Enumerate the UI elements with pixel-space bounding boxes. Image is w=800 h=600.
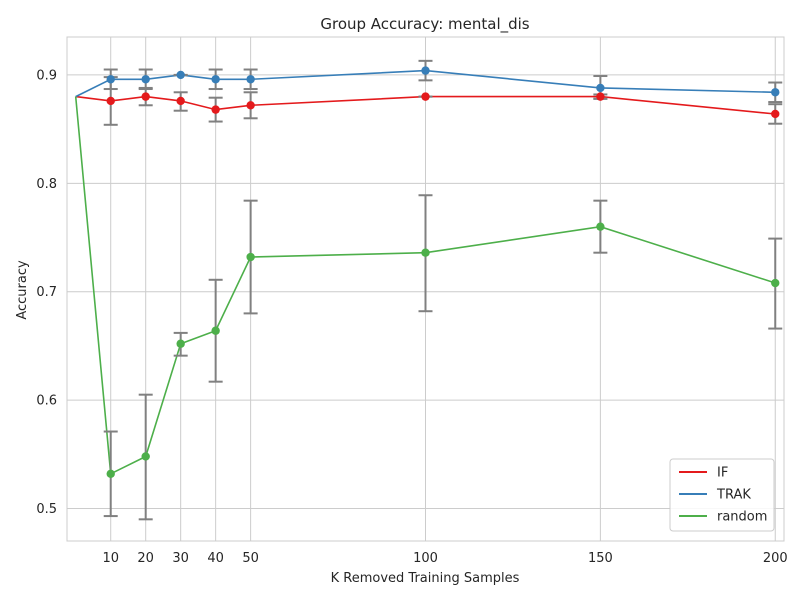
chart-title: Group Accuracy: mental_dis	[320, 15, 529, 34]
data-point-random	[596, 222, 605, 231]
marker-layer	[106, 66, 780, 478]
data-point-if	[176, 96, 185, 106]
y-tick-label: 0.7	[36, 285, 57, 300]
data-point-if	[106, 96, 115, 106]
legend-label-random: random	[717, 510, 767, 525]
data-point-trak	[176, 70, 185, 80]
data-point-if	[141, 92, 150, 101]
y-tick-label: 0.6	[36, 394, 57, 409]
data-point-trak	[421, 66, 430, 75]
data-point-trak	[596, 83, 605, 93]
data-point-random	[771, 278, 780, 288]
legend-box	[669, 458, 775, 532]
y-axis-ticks: 0.5 0.6 0.7 0.8 0.9	[36, 68, 57, 517]
x-tick-label: 150	[588, 551, 613, 566]
data-point-random	[106, 469, 115, 478]
y-axis-label: Accuracy	[15, 260, 30, 320]
x-axis-ticks: 10 20 30 40 50 100 150 200	[102, 551, 787, 566]
data-point-random	[421, 248, 430, 257]
data-point-if	[246, 101, 255, 110]
legend-label-if: IF	[717, 466, 728, 481]
data-point-trak	[771, 88, 780, 97]
x-tick-label: 10	[102, 551, 119, 566]
y-tick-label: 0.9	[36, 68, 57, 83]
plot-area	[66, 36, 785, 542]
data-point-random	[141, 452, 150, 461]
y-tick-label: 0.8	[36, 177, 57, 192]
data-point-random	[176, 339, 185, 348]
x-tick-label: 50	[242, 551, 259, 566]
data-point-trak	[246, 75, 255, 84]
legend: IF TRAK random	[669, 458, 775, 532]
data-point-if	[771, 109, 780, 119]
data-point-if	[421, 92, 430, 101]
x-axis-label: K Removed Training Samples	[331, 571, 520, 586]
data-point-random	[211, 326, 220, 335]
y-tick-label: 0.5	[36, 502, 57, 517]
data-point-trak	[106, 75, 115, 84]
data-point-random	[246, 252, 255, 262]
legend-label-trak: TRAK	[716, 488, 751, 503]
plot-frame	[66, 36, 785, 542]
x-tick-label: 20	[137, 551, 154, 566]
x-tick-label: 200	[763, 551, 788, 566]
x-tick-label: 100	[413, 551, 438, 566]
data-point-trak	[211, 75, 220, 84]
x-tick-label: 40	[207, 551, 224, 566]
data-point-if	[596, 92, 605, 101]
data-point-if	[211, 105, 220, 114]
data-point-trak	[141, 75, 150, 84]
x-tick-label: 30	[172, 551, 189, 566]
